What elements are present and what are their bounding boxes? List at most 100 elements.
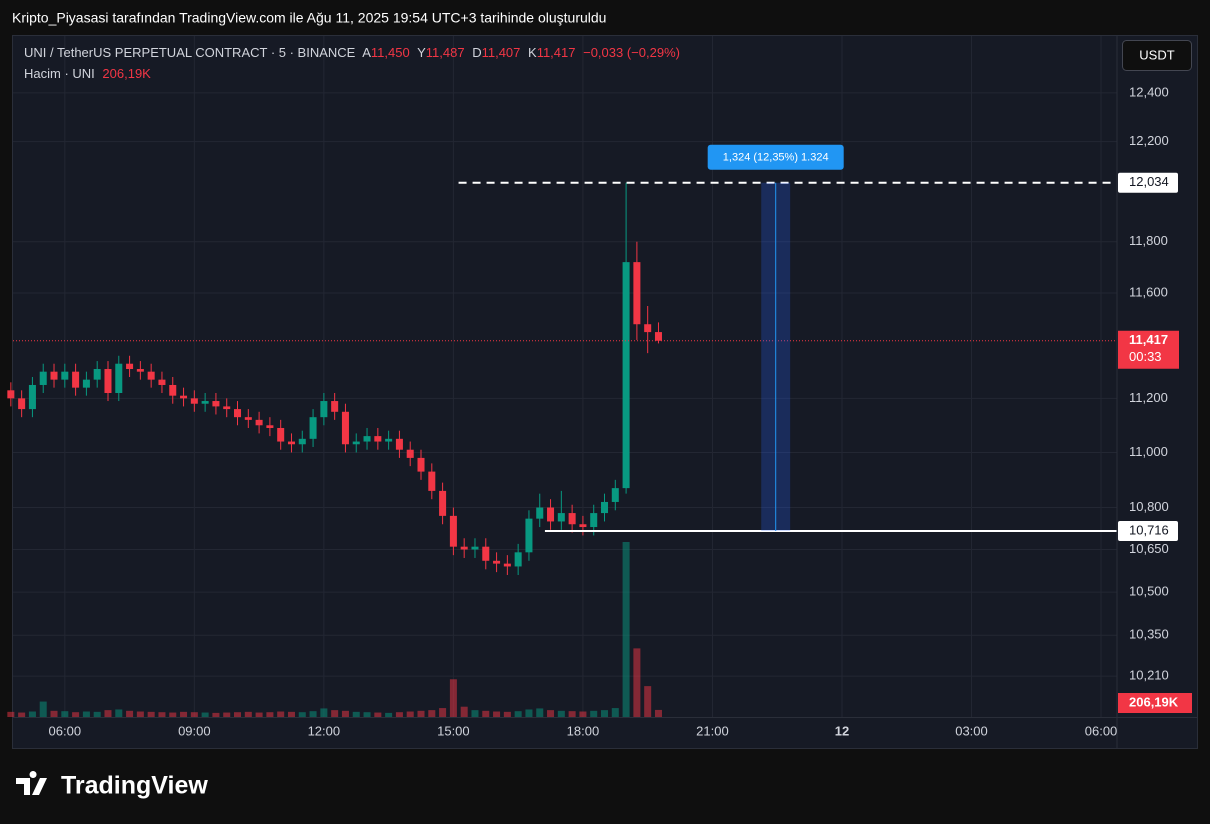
candle-body xyxy=(180,395,188,399)
volume-bar xyxy=(50,710,58,717)
volume-bar xyxy=(158,712,166,717)
candle-body xyxy=(341,411,349,445)
x-tick-label: 12 xyxy=(835,723,849,738)
price-line-tag xyxy=(1118,520,1178,541)
candle-body xyxy=(557,513,565,522)
volume-name: Hacim · UNI xyxy=(24,66,95,81)
candle-body xyxy=(536,507,544,519)
candle-body xyxy=(654,332,662,341)
volume-bar xyxy=(298,712,306,717)
volume-bar xyxy=(428,710,436,717)
x-tick-label: 18:00 xyxy=(567,723,600,738)
legend-key: A xyxy=(362,45,371,60)
candle-body xyxy=(385,438,393,442)
volume-bar xyxy=(266,712,274,717)
volume-bar xyxy=(115,709,123,717)
candle-body xyxy=(255,419,263,426)
candle-body xyxy=(449,515,457,547)
volume-bar xyxy=(536,708,544,717)
volume-bar xyxy=(525,709,533,717)
candles xyxy=(7,182,662,575)
brand: TradingView xyxy=(61,772,208,800)
drawings: 1,324 (12,35%) 1.324 xyxy=(13,144,1117,532)
volume-bar xyxy=(471,710,479,717)
candle-body xyxy=(600,501,609,514)
volume-bar xyxy=(460,706,468,717)
volume-bar xyxy=(136,711,144,717)
candle-body xyxy=(352,441,360,445)
candle-body xyxy=(28,384,36,410)
candle-body xyxy=(18,398,26,410)
candle-body xyxy=(309,417,317,439)
symbol: UNI / TetherUS PERPETUAL CONTRACT · 5 · … xyxy=(24,45,356,60)
legend-key: Y xyxy=(417,45,426,60)
volume-bar xyxy=(190,712,198,717)
volume-bar xyxy=(363,712,371,717)
chart-pane xyxy=(12,35,1198,749)
candle-body xyxy=(622,262,630,489)
grid xyxy=(13,36,1117,717)
candle-body xyxy=(126,363,134,370)
y-tick-label: 10,800 xyxy=(1129,499,1169,514)
y-tick-label: 11,000 xyxy=(1129,444,1168,459)
candle-body xyxy=(244,417,252,420)
candle-body xyxy=(298,438,306,445)
candle-body xyxy=(158,379,166,385)
legend-key: K xyxy=(528,45,537,60)
candle-body xyxy=(644,324,652,333)
candle-body xyxy=(223,406,231,410)
volume-bar xyxy=(39,701,47,717)
currency-button[interactable] xyxy=(1122,40,1192,71)
volume-bar xyxy=(482,710,490,717)
candle-body xyxy=(460,546,468,550)
volume-value: 206,19K xyxy=(102,66,151,81)
volume-bar xyxy=(579,711,587,717)
candle-body xyxy=(287,441,295,445)
candle-body xyxy=(39,371,47,385)
volume-bar xyxy=(234,712,242,717)
volume-series xyxy=(7,542,662,717)
volume-bar xyxy=(374,712,382,717)
volume-bar xyxy=(644,686,652,717)
candle-body xyxy=(568,513,576,525)
y-tick-label: 10,650 xyxy=(1129,541,1169,556)
y-tick-label: 10,210 xyxy=(1129,668,1169,683)
last-price-label: 11,417 xyxy=(1129,332,1168,347)
volume-bar xyxy=(493,711,501,717)
x-tick-label: 12:00 xyxy=(308,723,341,738)
candle-body xyxy=(471,546,479,550)
candle-body xyxy=(320,401,328,418)
volume-bar xyxy=(287,711,295,717)
volume-bar xyxy=(622,542,630,717)
volume-bar xyxy=(180,711,188,717)
candle-body xyxy=(115,363,123,393)
candle-body xyxy=(190,398,198,404)
volume-bar xyxy=(126,710,134,717)
caption: Kripto_Piyasasi tarafından TradingView.c… xyxy=(12,10,606,26)
y-tick-label: 11,800 xyxy=(1129,233,1168,248)
logo-icon xyxy=(16,771,47,795)
candle-body xyxy=(547,507,555,522)
candle-body xyxy=(50,371,58,380)
x-tick-label: 09:00 xyxy=(178,723,211,738)
volume-bar xyxy=(600,710,609,717)
currency-label[interactable]: USDT xyxy=(1139,47,1174,62)
y-tick-label: 12,400 xyxy=(1129,84,1169,99)
volume-bar xyxy=(439,708,447,717)
volume-bar xyxy=(449,679,457,717)
volume-bar xyxy=(417,710,425,717)
volume-bar xyxy=(331,710,339,717)
volume-bar xyxy=(212,712,220,717)
volume-bar xyxy=(72,712,80,717)
candle-body xyxy=(611,488,619,502)
candle-body xyxy=(395,438,403,450)
candle-body xyxy=(503,563,511,567)
candle-body xyxy=(428,471,436,491)
legend-value: 11,417 xyxy=(537,45,576,60)
volume-bar xyxy=(7,711,15,717)
candle-body xyxy=(331,401,339,412)
candle-body xyxy=(7,390,15,399)
volume-bar xyxy=(104,710,112,717)
candle-body xyxy=(234,409,242,418)
